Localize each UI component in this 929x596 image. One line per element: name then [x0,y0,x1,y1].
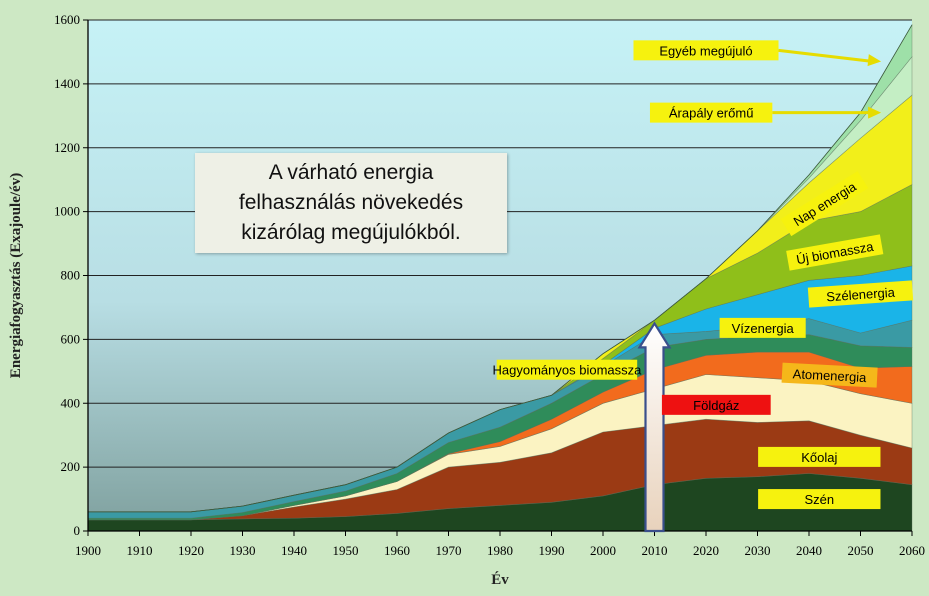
x-tick-label: 1950 [333,543,359,558]
series-label-atomenergia: Atomenergia [781,362,878,388]
series-label-arapaly-eromu: Árapály erőmű [649,102,773,123]
annotation-line-2: felhasználás növekedés [238,191,464,214]
x-tick-label: 1990 [539,543,565,558]
annotation-text: A várható energia felhasználás növekedés… [239,158,463,248]
annotation-line-3: kizárólag megújulókból. [241,221,461,244]
label-pointer-head [868,106,882,119]
series-label-vizenergia: Vízenergia [719,317,806,338]
x-tick-label: 2050 [848,543,874,558]
series-label-bg [496,359,638,380]
grid-lines [88,19,912,468]
series-labels: Szén Kőolaj Földgáz Atomenergia Vízenergia Ha… [493,40,914,510]
series-label-bg [719,317,806,338]
series-label-text: Egyéb megújuló [659,43,752,58]
series-label-foldgaz: Földgáz [661,394,771,415]
series-label-bg [786,234,884,271]
x-tick-label: 2010 [642,543,668,558]
series-label-bg [758,446,881,467]
annotation-line-1: A várható energia [268,161,434,184]
y-axis-title: Energiafogyasztás (Exajoule/év) [8,173,24,378]
series-label-text: Atomenergia [792,366,867,385]
x-tick-label: 1940 [281,543,307,558]
series-label-egyeb-megujulo: Egyéb megújuló [633,40,779,61]
series-label-szelenergia: Szélenergia [807,280,914,308]
y-tick-label: 1000 [54,204,80,219]
y-tick-label: 0 [74,523,81,538]
x-tick-label: 2020 [693,543,719,558]
series-label-bg [807,280,914,308]
x-tick-label: 2000 [590,543,616,558]
growth-arrow-shape [637,321,672,533]
series-label-text: Szén [804,492,834,507]
series-label-hagyomanyos-biomassza: Hagyományos biomassza [493,359,643,380]
series-label-text: Földgáz [693,398,739,413]
series-label-bg [780,171,869,237]
x-tick-label: 1920 [178,543,204,558]
y-tick-label: 600 [61,331,81,346]
series-label-text: Vízenergia [732,321,795,336]
x-tick-label: 1900 [75,543,101,558]
x-tick-label: 1910 [127,543,153,558]
total-outline [88,24,913,513]
label-pointer-head [867,54,882,67]
series-label-bg [758,489,881,510]
y-tick-label: 1400 [54,76,80,91]
series-label-koolaj: Kőolaj [758,446,881,467]
series-label-text: Hagyományos biomassza [493,363,643,378]
x-tick-label: 1960 [384,543,410,558]
x-tick-label: 2060 [899,543,925,558]
series-label-bg [633,40,779,61]
x-tick-label: 1930 [230,543,256,558]
x-axis-title: Év [491,571,509,588]
y-tick-label: 800 [61,268,81,283]
y-tick-label: 1600 [54,12,80,27]
y-tick-label: 200 [61,459,81,474]
y-tick-label: 1200 [54,140,80,155]
x-tick-label: 1980 [487,543,513,558]
annotation-box: A várható energia felhasználás növekedés… [195,153,507,253]
label-pointer-line [778,48,874,64]
x-tick-label: 2040 [796,543,822,558]
series-label-text: Árapály erőmű [669,106,754,121]
x-tick-label: 1970 [436,543,462,558]
series-label-text: Kőolaj [801,450,837,465]
series-label-bg [661,394,771,415]
series-label-szen: Szén [758,489,881,510]
y-tick-label: 400 [61,395,81,410]
series-label-bg [781,362,878,388]
x-tick-label: 2030 [745,543,771,558]
series-label-bg [649,102,773,123]
series-label-text: Szélenergia [826,285,896,305]
axes: 0 200 400 600 800 1000 1200 1400 1600 1900 1910 192… [54,12,925,558]
growth-arrow [637,321,672,533]
